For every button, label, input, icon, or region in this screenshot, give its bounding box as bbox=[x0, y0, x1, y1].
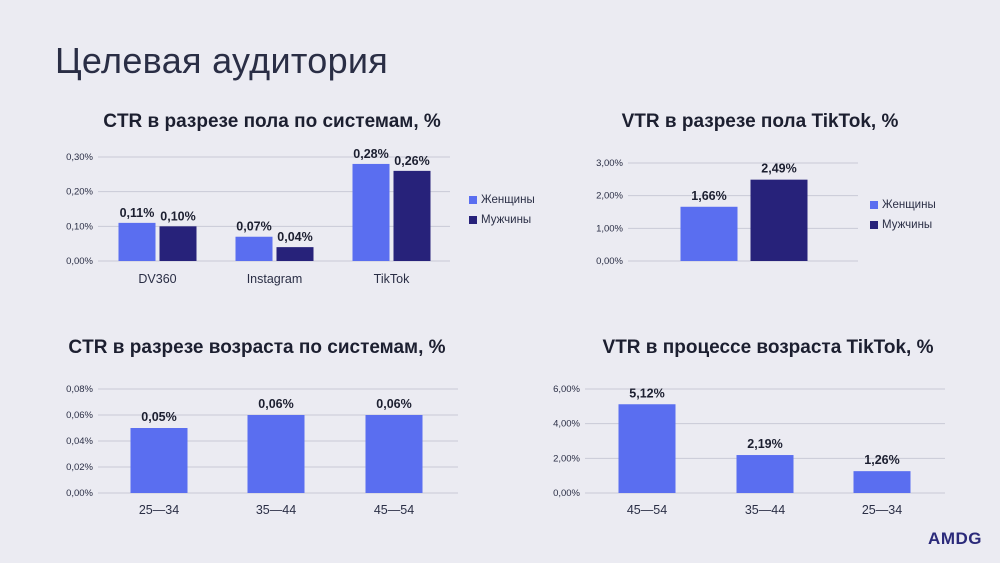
bar-ctr-gender-2-0 bbox=[352, 163, 390, 261]
legend-item-women-vtr: Женщины bbox=[870, 195, 936, 215]
data-label-ctr-gender-0-0: 0,11% bbox=[120, 206, 155, 220]
page-title: Целевая аудитория bbox=[55, 40, 389, 81]
bar-ctr-gender-2-1 bbox=[393, 170, 431, 261]
bar-ctr-age-0 bbox=[130, 428, 188, 493]
data-label-ctr-gender-2-1: 0,26% bbox=[394, 154, 429, 168]
bar-ctr-gender-1-1 bbox=[276, 247, 314, 261]
y-tick-vtr-age-1: 2,00% bbox=[553, 453, 580, 464]
category-label-ctr-gender-2: TikTok bbox=[374, 272, 410, 286]
y-tick-ctr-gender-0: 0,00% bbox=[66, 256, 93, 267]
y-tick-vtr-gender-1: 1,00% bbox=[596, 223, 623, 234]
y-tick-ctr-gender-3: 0,30% bbox=[66, 152, 93, 163]
bar-vtr-age-0 bbox=[618, 404, 676, 493]
y-tick-vtr-gender-0: 0,00% bbox=[596, 256, 623, 267]
data-label-vtr-gender-0: 1,66% bbox=[691, 189, 726, 203]
y-tick-vtr-age-3: 6,00% bbox=[553, 384, 580, 395]
category-label-vtr-age-2: 25—34 bbox=[862, 503, 902, 517]
legend-label-men-vtr: Мужчины bbox=[882, 219, 933, 231]
bar-ctr-age-1 bbox=[247, 415, 305, 493]
category-label-ctr-gender-0: DV360 bbox=[138, 272, 176, 286]
y-tick-vtr-gender-3: 3,00% bbox=[596, 158, 623, 169]
bar-ctr-gender-1-0 bbox=[235, 236, 273, 261]
y-tick-ctr-gender-2: 0,20% bbox=[66, 187, 93, 198]
data-label-ctr-age-1: 0,06% bbox=[258, 397, 293, 411]
category-label-ctr-age-0: 25—34 bbox=[139, 503, 179, 517]
legend-item-men-vtr: Мужчины bbox=[870, 215, 936, 235]
legend-label-men: Мужчины bbox=[481, 214, 532, 226]
chart-title-ctr-gender: CTR в разрезе пола по системам, % bbox=[103, 111, 441, 132]
bar-vtr-age-1 bbox=[736, 455, 794, 493]
amdg-logo: AMDG bbox=[928, 529, 982, 548]
category-label-ctr-age-1: 35—44 bbox=[256, 503, 296, 517]
legend-label-women-vtr: Женщины bbox=[882, 199, 936, 211]
chart-title-ctr-age: CTR в разрезе возраста по системам, % bbox=[68, 337, 446, 358]
y-tick-vtr-age-2: 4,00% bbox=[553, 419, 580, 430]
legend-item-women: Женщины bbox=[469, 190, 535, 210]
y-tick-ctr-age-2: 0,04% bbox=[66, 436, 93, 447]
legend-swatch-men-vtr bbox=[870, 221, 878, 229]
chart-title-vtr-age: VTR в процессе возраста TikTok, % bbox=[602, 337, 934, 358]
data-label-ctr-gender-1-0: 0,07% bbox=[236, 220, 271, 234]
legend-vtr-gender: Женщины Мужчины bbox=[870, 195, 936, 235]
legend-swatch-women bbox=[469, 196, 477, 204]
y-tick-ctr-gender-1: 0,10% bbox=[66, 221, 93, 232]
data-label-vtr-age-1: 2,19% bbox=[747, 437, 782, 451]
category-label-ctr-gender-1: Instagram bbox=[247, 272, 303, 286]
legend-swatch-men bbox=[469, 216, 477, 224]
data-label-ctr-age-2: 0,06% bbox=[376, 397, 411, 411]
legend-item-men: Мужчины bbox=[469, 210, 535, 230]
y-tick-ctr-age-0: 0,00% bbox=[66, 488, 93, 499]
bar-vtr-gender-0 bbox=[680, 206, 738, 261]
y-tick-ctr-age-1: 0,02% bbox=[66, 462, 93, 473]
y-tick-vtr-gender-2: 2,00% bbox=[596, 191, 623, 202]
data-label-ctr-gender-0-1: 0,10% bbox=[160, 209, 195, 223]
legend-swatch-women-vtr bbox=[870, 201, 878, 209]
category-label-vtr-age-1: 35—44 bbox=[745, 503, 785, 517]
chart-title-vtr-gender: VTR в разрезе пола TikTok, % bbox=[621, 111, 899, 132]
legend-label-women: Женщины bbox=[481, 194, 535, 206]
y-tick-ctr-age-3: 0,06% bbox=[66, 410, 93, 421]
category-label-ctr-age-2: 45—54 bbox=[374, 503, 414, 517]
y-tick-vtr-age-0: 0,00% bbox=[553, 488, 580, 499]
bar-vtr-age-2 bbox=[853, 471, 911, 493]
data-label-vtr-age-2: 1,26% bbox=[864, 453, 899, 467]
bar-ctr-gender-0-1 bbox=[159, 226, 197, 261]
bar-ctr-age-2 bbox=[365, 415, 423, 493]
data-label-vtr-gender-1: 2,49% bbox=[761, 162, 796, 176]
data-label-ctr-gender-1-1: 0,04% bbox=[277, 230, 312, 244]
bar-ctr-gender-0-0 bbox=[118, 222, 156, 261]
data-label-vtr-age-0: 5,12% bbox=[629, 386, 664, 400]
category-label-vtr-age-0: 45—54 bbox=[627, 503, 667, 517]
y-tick-ctr-age-4: 0,08% bbox=[66, 384, 93, 395]
data-label-ctr-gender-2-0: 0,28% bbox=[353, 147, 388, 161]
bar-vtr-gender-1 bbox=[750, 179, 808, 261]
legend-ctr-gender: Женщины Мужчины bbox=[469, 190, 535, 230]
data-label-ctr-age-0: 0,05% bbox=[141, 410, 176, 424]
